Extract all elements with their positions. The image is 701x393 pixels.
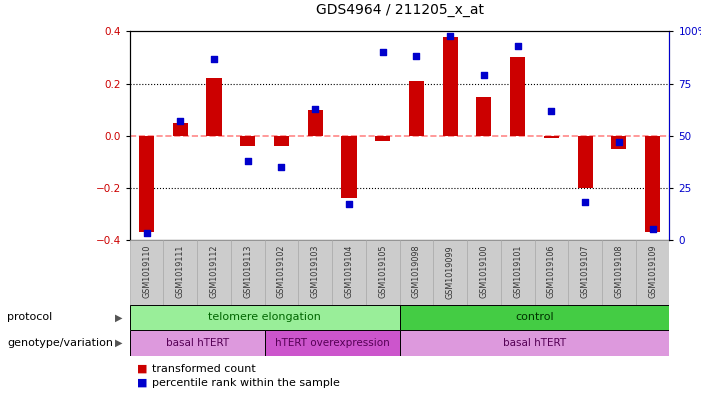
Text: GSM1019112: GSM1019112 <box>210 245 219 298</box>
Bar <box>172 123 188 136</box>
Bar <box>602 240 636 305</box>
Bar <box>341 136 357 198</box>
Text: genotype/variation: genotype/variation <box>7 338 113 348</box>
Text: GSM1019099: GSM1019099 <box>446 245 455 299</box>
Bar <box>130 330 265 356</box>
Bar <box>299 240 332 305</box>
Point <box>141 230 152 237</box>
Text: control: control <box>515 312 554 322</box>
Bar <box>544 136 559 138</box>
Text: GSM1019107: GSM1019107 <box>580 245 590 298</box>
Bar <box>308 110 323 136</box>
Point <box>478 72 489 78</box>
Bar <box>535 240 569 305</box>
Bar <box>163 240 197 305</box>
Point <box>512 43 523 49</box>
Bar <box>130 240 163 305</box>
Bar <box>332 240 366 305</box>
Bar <box>400 240 433 305</box>
Bar <box>442 37 458 136</box>
Bar <box>400 305 669 330</box>
Text: GSM1019109: GSM1019109 <box>648 245 657 298</box>
Point <box>276 163 287 170</box>
Bar <box>467 240 501 305</box>
Point <box>580 199 591 206</box>
Point <box>647 226 658 232</box>
Point <box>242 158 253 164</box>
Point <box>444 33 456 39</box>
Point <box>613 139 625 145</box>
Text: GSM1019103: GSM1019103 <box>311 245 320 298</box>
Text: ▶: ▶ <box>115 312 123 322</box>
Text: telomere elongation: telomere elongation <box>208 312 321 322</box>
Point <box>310 105 321 112</box>
Text: basal hTERT: basal hTERT <box>165 338 229 348</box>
Point <box>546 107 557 114</box>
Text: GSM1019110: GSM1019110 <box>142 245 151 298</box>
Bar <box>265 330 400 356</box>
Bar <box>611 136 627 149</box>
Point <box>377 49 388 55</box>
Point <box>208 55 219 62</box>
Text: ■: ■ <box>137 378 147 388</box>
Text: GSM1019106: GSM1019106 <box>547 245 556 298</box>
Text: GSM1019105: GSM1019105 <box>379 245 387 298</box>
Bar <box>130 305 400 330</box>
Bar <box>206 78 222 136</box>
Bar <box>636 240 669 305</box>
Bar <box>400 330 669 356</box>
Text: GSM1019100: GSM1019100 <box>479 245 489 298</box>
Bar <box>578 136 593 187</box>
Bar <box>476 97 491 136</box>
Bar <box>409 81 424 136</box>
Text: ▶: ▶ <box>115 338 123 348</box>
Bar <box>366 240 400 305</box>
Bar <box>231 240 265 305</box>
Bar <box>433 240 467 305</box>
Text: transformed count: transformed count <box>152 364 256 374</box>
Text: protocol: protocol <box>7 312 53 322</box>
Text: GSM1019101: GSM1019101 <box>513 245 522 298</box>
Text: GSM1019108: GSM1019108 <box>614 245 623 298</box>
Text: GSM1019104: GSM1019104 <box>344 245 353 298</box>
Text: hTERT overexpression: hTERT overexpression <box>275 338 390 348</box>
Bar <box>274 136 289 146</box>
Text: GSM1019113: GSM1019113 <box>243 245 252 298</box>
Bar <box>569 240 602 305</box>
Text: ■: ■ <box>137 364 147 374</box>
Text: GDS4964 / 211205_x_at: GDS4964 / 211205_x_at <box>315 3 484 17</box>
Text: basal hTERT: basal hTERT <box>503 338 566 348</box>
Point <box>343 201 355 208</box>
Bar <box>645 136 660 232</box>
Bar <box>197 240 231 305</box>
Text: GSM1019111: GSM1019111 <box>176 245 185 298</box>
Bar <box>375 136 390 141</box>
Text: GSM1019102: GSM1019102 <box>277 245 286 298</box>
Point <box>411 53 422 60</box>
Bar <box>510 57 525 136</box>
Bar <box>265 240 299 305</box>
Bar <box>139 136 154 232</box>
Point <box>175 118 186 124</box>
Bar <box>240 136 255 146</box>
Bar <box>501 240 535 305</box>
Text: GSM1019098: GSM1019098 <box>412 245 421 298</box>
Text: percentile rank within the sample: percentile rank within the sample <box>152 378 340 388</box>
